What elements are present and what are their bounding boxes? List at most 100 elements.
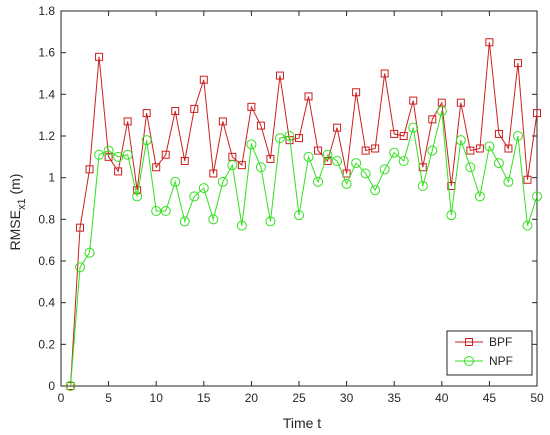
data-point-bpf (352, 88, 361, 97)
y-tick-label: 0 (48, 379, 55, 393)
data-point-bpf (123, 117, 132, 126)
data-point-bpf (180, 157, 189, 165)
legend-label-npf: NPF (489, 354, 513, 368)
data-point-bpf (247, 102, 256, 111)
x-tick-label: 40 (435, 391, 449, 405)
data-point-npf (189, 191, 200, 202)
y-tick-label: 1 (48, 171, 55, 185)
data-point-bpf (76, 223, 85, 232)
legend-marker-npf (464, 356, 474, 366)
data-point-bpf (237, 161, 246, 170)
data-point-bpf (190, 104, 199, 113)
y-tick-label: 0.2 (38, 337, 55, 351)
data-point-bpf (485, 38, 494, 47)
y-tick-label: 0.4 (38, 296, 55, 310)
data-point-bpf (152, 163, 161, 172)
data-point-npf (389, 147, 400, 158)
data-point-npf (512, 131, 523, 141)
data-point-bpf (371, 144, 380, 153)
data-point-npf (65, 381, 76, 391)
y-tick-label: 0.6 (38, 254, 55, 268)
data-point-npf (455, 135, 466, 146)
data-point-npf (493, 158, 504, 169)
data-point-bpf (314, 146, 323, 155)
data-point-npf (132, 191, 143, 202)
data-point-npf (313, 176, 324, 187)
y-tick-label: 0.8 (38, 212, 55, 226)
data-point-npf (408, 122, 419, 133)
data-point-npf (294, 210, 304, 221)
data-point-npf (103, 145, 114, 156)
data-point-bpf (104, 152, 113, 161)
data-point-npf (208, 214, 219, 225)
y-axis-label-main: RMSE (7, 210, 23, 250)
y-axis-label-unit: (m) (7, 174, 23, 199)
data-point-npf (236, 220, 247, 231)
y-axis-label: RMSEx1 (m) (7, 174, 28, 251)
data-point-npf (246, 139, 257, 150)
data-point-npf (465, 162, 476, 173)
data-point-bpf (409, 96, 418, 105)
data-point-bpf (533, 109, 541, 118)
data-point-bpf (275, 71, 284, 80)
x-axis-label: Time t (283, 415, 321, 431)
data-point-npf (113, 151, 124, 162)
data-point-bpf (390, 129, 399, 138)
data-point-bpf (161, 150, 170, 159)
data-point-bpf (475, 144, 484, 153)
series-line-npf (70, 110, 538, 387)
x-tick-label: 25 (292, 391, 306, 405)
data-point-bpf (399, 132, 408, 140)
data-point-npf (141, 135, 152, 146)
data-point-npf (160, 206, 171, 216)
data-point-npf (398, 156, 409, 166)
data-point-bpf (218, 117, 227, 126)
data-point-bpf (428, 115, 437, 124)
data-point-npf (351, 158, 362, 169)
data-point-npf (151, 206, 162, 216)
data-point-bpf (504, 144, 513, 153)
data-point-npf (474, 191, 485, 202)
data-point-npf (75, 262, 86, 273)
y-tick-label: 1.8 (38, 4, 55, 18)
x-tick-label: 10 (150, 391, 164, 405)
data-point-npf (274, 133, 285, 144)
data-point-bpf (199, 75, 208, 84)
data-point-npf (332, 156, 343, 166)
data-point-npf (198, 183, 209, 194)
x-tick-label: 0 (58, 391, 65, 405)
legend-marker-bpf (465, 338, 473, 346)
data-point-npf (503, 176, 514, 187)
plot-frame (60, 10, 538, 387)
data-point-npf (94, 149, 105, 160)
data-point-bpf (256, 121, 265, 130)
data-point-npf (532, 191, 542, 202)
data-point-bpf (513, 59, 522, 68)
data-point-bpf (323, 157, 332, 165)
data-point-bpf (209, 169, 218, 178)
data-point-npf (122, 149, 133, 160)
data-point-npf (170, 176, 181, 187)
data-point-bpf (114, 167, 123, 176)
data-point-npf (522, 220, 533, 231)
data-point-npf (427, 145, 438, 156)
data-point-npf (265, 216, 276, 227)
data-point-bpf (142, 109, 151, 118)
data-point-npf (322, 149, 333, 160)
x-tick-label: 35 (388, 391, 402, 405)
x-tick-label: 50 (530, 391, 544, 405)
series-line-bpf (70, 42, 538, 387)
series-bpf (66, 38, 541, 390)
y-tick-label: 1.4 (38, 87, 55, 101)
data-point-bpf (466, 146, 475, 155)
data-point-npf (360, 168, 371, 179)
x-axis-ticks: 0 5 10 15 20 25 30 35 40 45 50 (58, 11, 544, 405)
legend-label-bpf: BPF (489, 335, 512, 349)
legend: BPF NPF (446, 330, 533, 376)
y-tick-label: 1.6 (38, 46, 55, 60)
data-point-bpf (304, 92, 313, 101)
data-point-bpf (342, 169, 351, 178)
legend-box (446, 330, 533, 376)
plot-area (60, 10, 538, 387)
data-point-npf (217, 176, 228, 187)
